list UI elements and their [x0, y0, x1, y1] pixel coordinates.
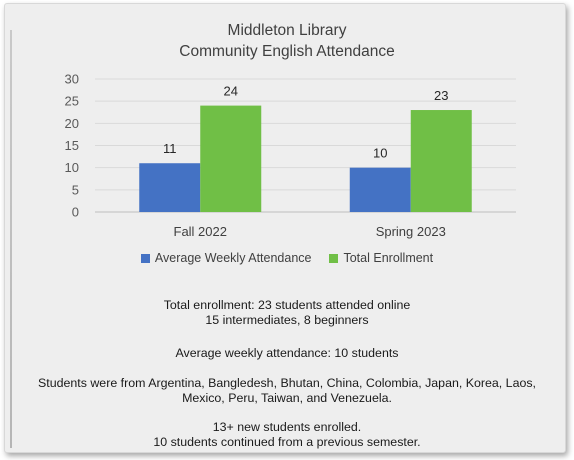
data-label: 24 [224, 84, 238, 99]
y-tick-label: 10 [65, 160, 79, 175]
note-countries-line2: Mexico, Peru, Taiwan, and Venezuela. [182, 391, 392, 405]
note-new-students: 13+ new students enrolled. [212, 420, 362, 434]
note-countries-line1: Students were from Argentina, Bangledesh… [38, 376, 536, 390]
legend-label-attendance: Average Weekly Attendance [154, 251, 312, 265]
legend-swatch-attendance [140, 253, 150, 263]
x-tick-label: Spring 2023 [376, 224, 446, 239]
bar [349, 167, 411, 212]
legend-label-enrollment: Total Enrollment [343, 251, 434, 265]
bar-chart: 0 5 10 15 20 25 30 11 24 Fall 2022 10 23 Spring 2023 [65, 72, 516, 239]
chart-title: Middleton Library [227, 22, 347, 39]
y-tick-label: 20 [65, 116, 79, 131]
data-label: 10 [373, 146, 387, 161]
chart-subtitle: Community English Attendance [179, 43, 395, 60]
y-tick-label: 25 [65, 94, 79, 109]
legend-swatch-enrollment [329, 253, 339, 263]
y-tick-label: 0 [72, 205, 79, 220]
bar [410, 110, 472, 212]
data-label: 11 [163, 141, 177, 156]
card-edge-shadow [10, 30, 12, 448]
legend-item-attendance: Average Weekly Attendance [140, 251, 312, 265]
legend-item-enrollment: Total Enrollment [329, 251, 433, 265]
note-continued: 10 students continued from a previous se… [153, 435, 421, 449]
y-tick-label: 30 [65, 72, 79, 87]
x-tick-label: Fall 2022 [174, 224, 227, 239]
note-enrollment-line1: Total enrollment: 23 students attended o… [163, 298, 411, 312]
data-label: 23 [434, 88, 448, 103]
note-attendance: Average weekly attendance: 10 students [175, 346, 399, 360]
note-enrollment-line2: 15 intermediates, 8 beginners [205, 313, 369, 327]
y-tick-label: 5 [72, 182, 79, 197]
chart-card [4, 3, 566, 453]
y-tick-label: 15 [65, 138, 79, 153]
bar [200, 105, 262, 212]
bar [139, 163, 201, 212]
chart-legend: Average Weekly Attendance Total Enrollme… [0, 251, 574, 265]
